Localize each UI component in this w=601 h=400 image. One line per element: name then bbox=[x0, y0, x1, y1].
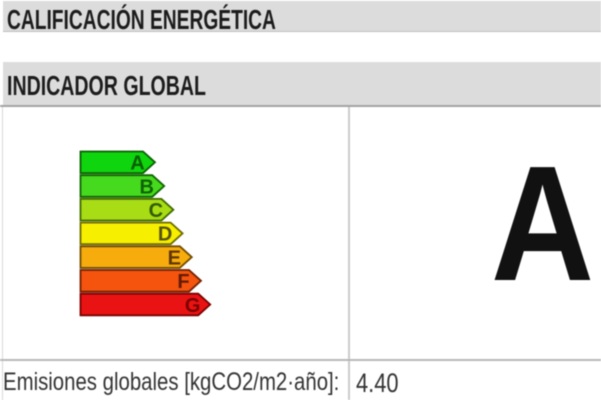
svg-text:C: C bbox=[149, 200, 163, 222]
svg-text:E: E bbox=[168, 247, 181, 269]
svg-text:B: B bbox=[139, 176, 153, 198]
svg-text:G: G bbox=[185, 295, 201, 317]
svg-text:D: D bbox=[158, 224, 172, 246]
svg-text:F: F bbox=[177, 271, 189, 293]
svg-text:A: A bbox=[130, 153, 144, 175]
